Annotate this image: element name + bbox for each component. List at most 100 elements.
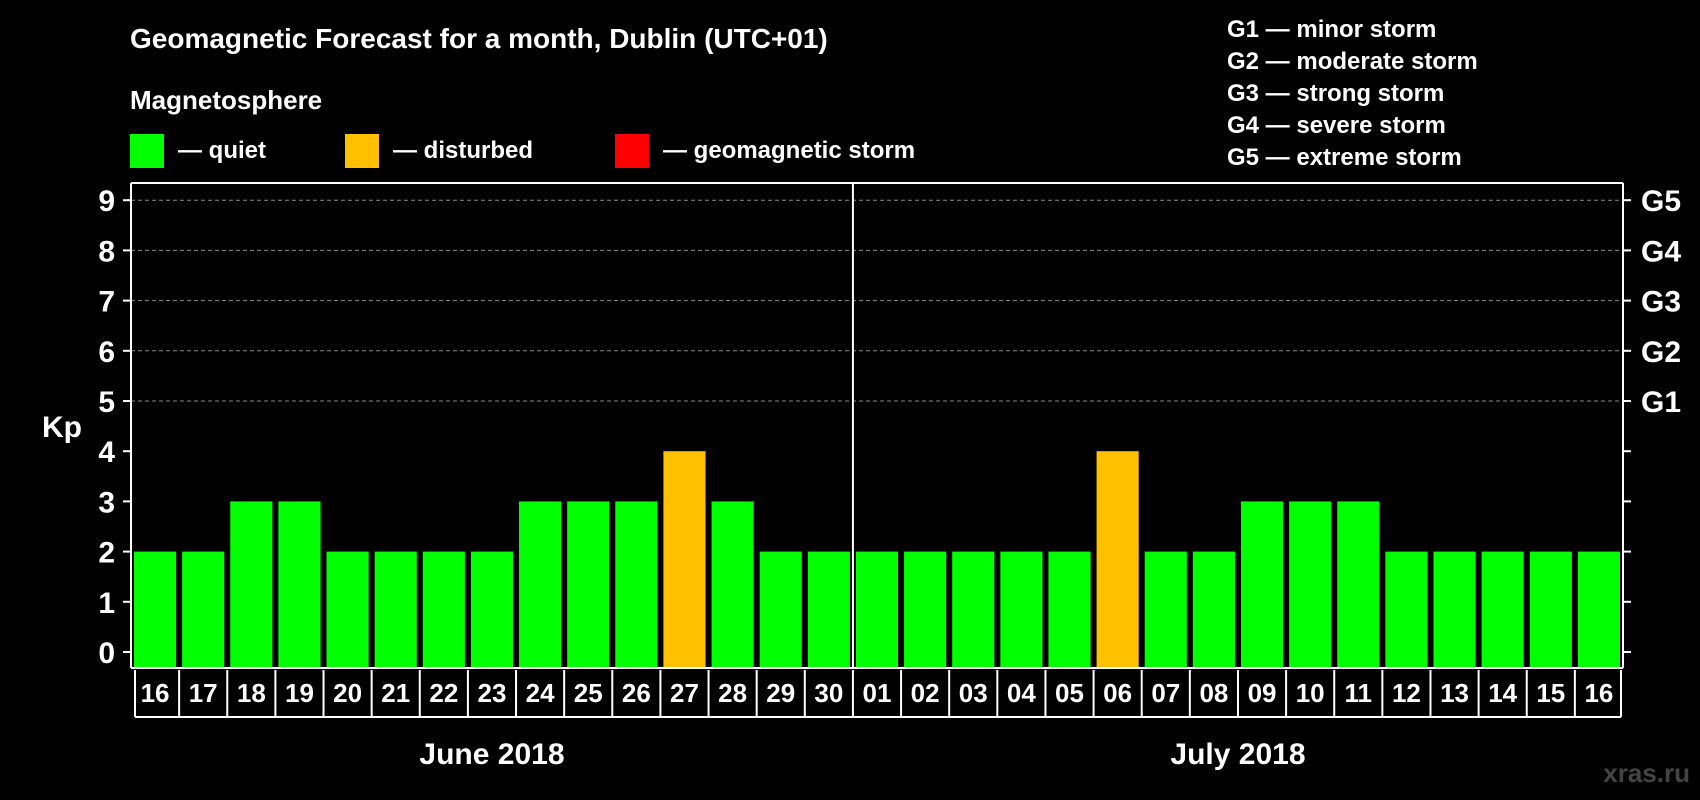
category-label-10: 26 <box>622 678 651 708</box>
y-tick-label-6: 6 <box>98 336 115 369</box>
legend: — quiet — disturbed — geomagnetic storm <box>130 134 915 168</box>
y-tick-label-2: 2 <box>98 537 115 570</box>
storm-scale-item-4: G5 — extreme storm <box>1227 144 1462 171</box>
month-label-1: July 2018 <box>1170 738 1305 771</box>
bar-28 <box>1481 551 1524 668</box>
bar-21 <box>1144 551 1187 668</box>
chart-title: Geomagnetic Forecast for a month, Dublin… <box>130 23 828 54</box>
category-label-15: 01 <box>863 678 892 708</box>
category-label-28: 14 <box>1488 678 1517 708</box>
category-label-17: 03 <box>959 678 988 708</box>
category-label-24: 10 <box>1296 678 1325 708</box>
bar-6 <box>422 551 465 668</box>
category-label-26: 12 <box>1392 678 1421 708</box>
bar-30 <box>1577 551 1620 668</box>
x-axis-categories: 16 17 18 19 20 21 22 23 24 25 26 27 28 29 30 01 02 03 04 05… <box>134 670 1622 771</box>
y-tick-label-0: 0 <box>98 637 115 670</box>
bar-17 <box>952 551 995 668</box>
bar-8 <box>519 501 562 668</box>
category-label-0: 16 <box>141 678 170 708</box>
category-label-22: 08 <box>1199 678 1228 708</box>
bar-20 <box>1096 451 1139 668</box>
bar-5 <box>374 551 417 668</box>
y-tick-label-3: 3 <box>98 486 115 519</box>
legend-label-2: — geomagnetic storm <box>663 137 915 164</box>
legend-heading: Magnetosphere <box>130 85 322 115</box>
category-label-19: 05 <box>1055 678 1084 708</box>
category-label-5: 21 <box>381 678 410 708</box>
category-label-11: 27 <box>670 678 699 708</box>
category-label-3: 19 <box>285 678 314 708</box>
category-label-23: 09 <box>1248 678 1277 708</box>
bar-13 <box>759 551 802 668</box>
category-label-27: 13 <box>1440 678 1469 708</box>
y-tick-label-5: 5 <box>98 386 115 419</box>
bar-2 <box>230 501 273 668</box>
category-label-20: 06 <box>1103 678 1132 708</box>
category-label-7: 23 <box>478 678 507 708</box>
category-label-29: 15 <box>1536 678 1565 708</box>
bar-3 <box>278 501 321 668</box>
bar-25 <box>1337 501 1380 668</box>
y-tick-label-8: 8 <box>98 235 115 268</box>
right-axis-label-g3: G3 <box>1641 286 1681 319</box>
category-label-25: 11 <box>1345 678 1373 708</box>
legend-swatch-2 <box>615 134 649 168</box>
category-label-8: 24 <box>526 678 555 708</box>
category-label-18: 04 <box>1007 678 1036 708</box>
category-label-14: 30 <box>814 678 843 708</box>
bar-26 <box>1385 551 1428 668</box>
category-label-1: 17 <box>189 678 218 708</box>
category-label-9: 25 <box>574 678 603 708</box>
right-axis-label-g1: G1 <box>1641 386 1681 419</box>
category-label-21: 07 <box>1151 678 1180 708</box>
y-tick-label-1: 1 <box>98 587 115 620</box>
bar-19 <box>1048 551 1091 668</box>
y-tick-label-4: 4 <box>98 436 115 469</box>
y-tick-label-7: 7 <box>98 286 115 319</box>
watermark: xras.ru <box>1603 758 1690 788</box>
axes: 0 1 2 3 4 5 6 7 8 9 G1 G2 G3 G4 G5 <box>98 182 1681 670</box>
bar-27 <box>1433 551 1476 668</box>
right-axis-label-g2: G2 <box>1641 336 1681 369</box>
bar-4 <box>326 551 369 668</box>
storm-scale-item-2: G3 — strong storm <box>1227 80 1444 107</box>
bar-22 <box>1192 551 1235 668</box>
category-label-13: 29 <box>766 678 795 708</box>
storm-scale-item-0: G1 — minor storm <box>1227 16 1436 43</box>
storm-scale-item-3: G4 — severe storm <box>1227 112 1446 139</box>
grid-lines <box>131 199 1623 402</box>
legend-swatch-1 <box>345 134 379 168</box>
bar-10 <box>615 501 658 668</box>
bar-16 <box>904 551 947 668</box>
right-axis-label-g5: G5 <box>1641 185 1681 218</box>
right-axis-label-g4: G4 <box>1641 235 1681 268</box>
legend-label-1: — disturbed <box>393 137 533 164</box>
bar-14 <box>807 551 850 668</box>
storm-scale-list: G1 — minor storm G2 — moderate storm G3 — … <box>1227 16 1478 171</box>
bar-11 <box>663 451 706 668</box>
bar-29 <box>1529 551 1572 668</box>
category-label-12: 28 <box>718 678 747 708</box>
bar-15 <box>855 551 899 668</box>
bar-1 <box>182 551 225 668</box>
month-label-0: June 2018 <box>419 738 564 771</box>
bars <box>134 451 1620 668</box>
category-label-6: 22 <box>429 678 458 708</box>
legend-label-0: — quiet <box>178 137 266 164</box>
bar-7 <box>470 551 514 668</box>
bar-9 <box>567 501 610 668</box>
bar-24 <box>1289 501 1332 668</box>
category-label-16: 02 <box>911 678 940 708</box>
category-label-2: 18 <box>237 678 266 708</box>
category-label-30: 16 <box>1584 678 1613 708</box>
y-tick-label-9: 9 <box>98 185 115 218</box>
bar-0 <box>134 551 177 668</box>
y-axis-label: Kp <box>42 411 82 444</box>
bar-23 <box>1240 501 1284 668</box>
bar-18 <box>1000 551 1043 668</box>
bar-12 <box>711 501 754 668</box>
legend-swatch-0 <box>130 134 164 168</box>
category-label-4: 20 <box>333 678 362 708</box>
